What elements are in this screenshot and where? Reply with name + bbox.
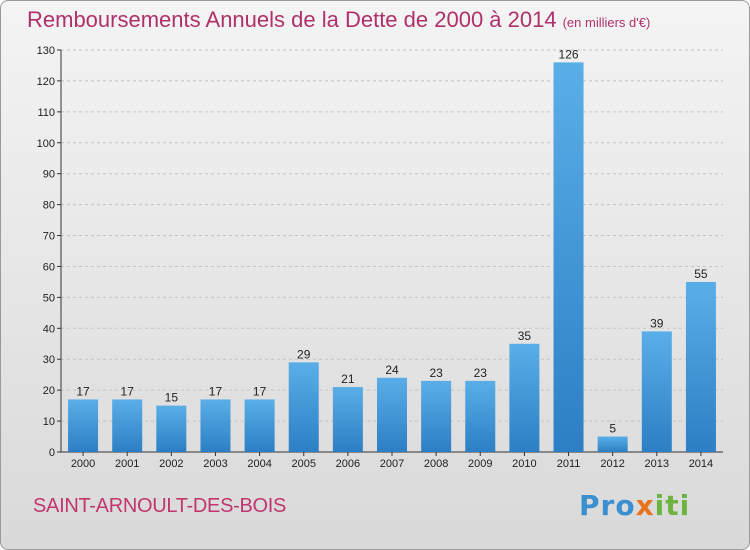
value-label-2014: 55 — [694, 267, 708, 281]
y-tick-label: 110 — [37, 107, 55, 119]
bar-2001 — [112, 399, 143, 452]
y-tick-label: 130 — [37, 45, 55, 57]
bar-2005 — [288, 362, 319, 452]
value-label-2003: 17 — [209, 384, 223, 398]
bar-2013 — [641, 331, 672, 452]
bar-2000 — [68, 399, 99, 452]
proxiti-logo: Proxiti — [579, 489, 690, 522]
bar-2009 — [465, 380, 496, 452]
x-tick-label-2006: 2006 — [336, 458, 360, 470]
x-tick-label-2012: 2012 — [600, 458, 624, 470]
bar-2003 — [200, 399, 231, 452]
bar-2012 — [597, 436, 628, 452]
y-tick-label: 0 — [49, 447, 55, 459]
logo-part-3: iti — [654, 489, 691, 522]
x-tick-label-2003: 2003 — [203, 458, 227, 470]
y-tick-label: 30 — [43, 354, 55, 366]
value-label-2012: 5 — [609, 422, 616, 436]
y-tick-label: 20 — [43, 385, 55, 397]
value-label-2004: 17 — [253, 384, 267, 398]
x-tick-label-2005: 2005 — [291, 458, 315, 470]
chart-title-text: Remboursements Annuels de la Dette de 20… — [27, 7, 557, 32]
x-tick-label-2011: 2011 — [557, 458, 581, 470]
bar-2011 — [553, 62, 584, 452]
x-tick-label-2000: 2000 — [71, 458, 95, 470]
y-tick-label: 70 — [43, 231, 55, 243]
x-tick-label-2002: 2002 — [159, 458, 183, 470]
bar-2002 — [156, 405, 187, 452]
bar-2008 — [421, 380, 452, 452]
y-tick-label: 100 — [37, 138, 55, 150]
y-tick-label: 80 — [43, 200, 55, 212]
x-tick-label-2014: 2014 — [689, 458, 713, 470]
value-label-2006: 21 — [341, 372, 355, 386]
bar-2007 — [376, 377, 408, 452]
x-tick-label-2008: 2008 — [424, 458, 448, 470]
commune-name: SAINT-ARNOULT-DES-BOIS — [33, 495, 287, 517]
bar-2004 — [244, 399, 275, 452]
value-label-2011: 126 — [559, 47, 579, 61]
logo-part-1: Pro — [579, 489, 636, 522]
value-label-2005: 29 — [297, 347, 311, 361]
bar-2006 — [332, 387, 363, 452]
bar-2014 — [685, 281, 716, 452]
chart-subtitle: (en milliers d'€) — [562, 15, 651, 30]
x-tick-label-2004: 2004 — [247, 458, 271, 470]
value-label-2009: 23 — [474, 366, 488, 380]
y-tick-label: 90 — [43, 169, 55, 181]
x-tick-label-2009: 2009 — [468, 458, 492, 470]
value-label-2010: 35 — [518, 329, 532, 343]
x-tick-label-2013: 2013 — [645, 458, 669, 470]
value-label-2002: 15 — [165, 391, 179, 405]
x-tick-label-2010: 2010 — [512, 458, 536, 470]
x-tick-label-2001: 2001 — [115, 458, 139, 470]
bar-2010 — [509, 343, 540, 452]
value-label-2001: 17 — [121, 384, 135, 398]
y-tick-label: 60 — [43, 261, 55, 273]
y-tick-label: 10 — [43, 416, 55, 428]
x-tick-label-2007: 2007 — [380, 458, 404, 470]
value-label-2008: 23 — [429, 366, 443, 380]
chart-title: Remboursements Annuels de la Dette de 20… — [27, 7, 650, 33]
value-label-2000: 17 — [76, 384, 90, 398]
value-label-2007: 24 — [385, 363, 399, 377]
logo-part-2: x — [635, 489, 655, 522]
y-tick-label: 40 — [43, 323, 55, 335]
y-tick-label: 50 — [43, 292, 55, 304]
y-tick-label: 120 — [37, 76, 55, 88]
value-label-2013: 39 — [650, 316, 664, 330]
